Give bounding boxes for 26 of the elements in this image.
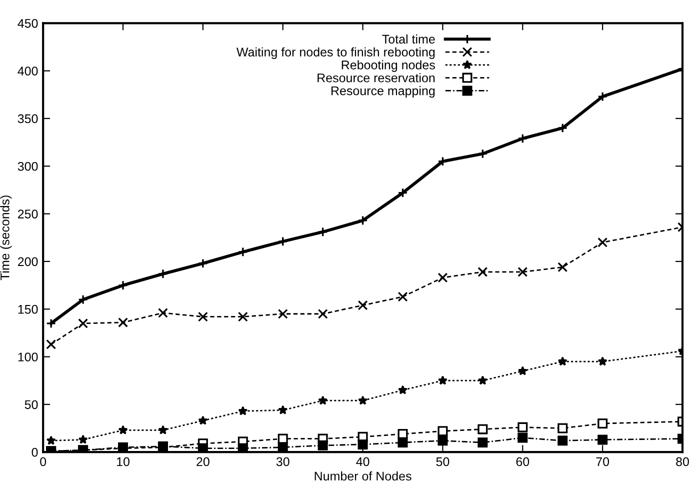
legend-label: Waiting for nodes to finish rebooting [236,47,435,59]
y-tick-label: 300 [18,162,38,171]
y-tick-label: 250 [18,210,38,218]
x-tick-label: 30 [276,457,290,466]
legend-label: Rebooting nodes [342,60,435,72]
x-tick-label: 0 [40,457,46,466]
y-tick-label: 100 [18,352,38,362]
y-tick-label: 0 [32,448,38,457]
y-tick-label: 200 [18,257,38,266]
x-tick-label: 40 [356,457,370,466]
x-tick-label: 80 [676,457,689,466]
x-tick-label: 10 [117,457,130,466]
y-tick-label: 150 [18,304,38,314]
y-tick-label: 400 [18,66,38,76]
legend-label: Resource reservation [318,73,435,82]
x-tick-label: 70 [596,457,610,466]
x-tick-label: 20 [196,457,210,466]
y-tick-label: 450 [18,18,38,28]
y-tick-label: 350 [18,114,38,124]
legend-label: Total time [382,34,435,44]
legend-label: Resource mapping [331,86,435,98]
y-tick-label: 50 [24,400,38,410]
x-tick-label: 60 [516,457,530,466]
x-axis-title: Number of Nodes [314,471,412,481]
x-tick-label: 50 [436,457,450,466]
y-axis-title: Time (seconds) [0,196,12,280]
